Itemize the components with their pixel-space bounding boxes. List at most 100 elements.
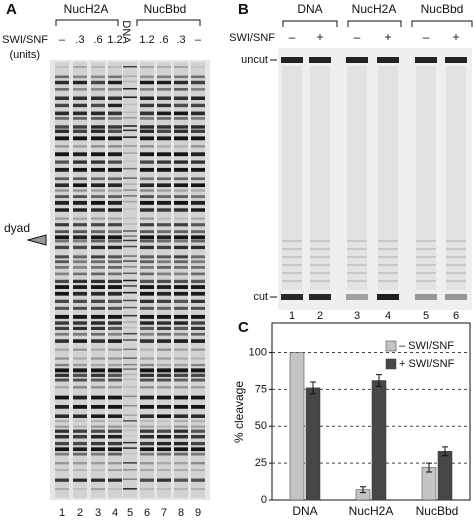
band — [174, 245, 188, 250]
lane-number: 1 — [289, 310, 295, 322]
band — [123, 266, 137, 268]
band — [174, 152, 188, 157]
band — [446, 280, 466, 282]
band — [123, 117, 137, 119]
band — [123, 291, 137, 294]
lane-amount: – — [59, 34, 66, 46]
band — [73, 404, 87, 409]
lane-number: 3 — [95, 507, 101, 519]
lane-amount: .6 — [93, 34, 102, 46]
band — [174, 272, 188, 276]
band — [157, 195, 171, 199]
band — [55, 160, 69, 164]
band — [123, 195, 137, 197]
band — [157, 326, 171, 331]
band — [174, 386, 188, 389]
band — [191, 66, 205, 69]
band — [191, 404, 205, 409]
band — [91, 245, 105, 250]
bar — [289, 352, 305, 501]
band — [73, 208, 87, 212]
band — [91, 326, 105, 331]
band — [174, 136, 188, 141]
band — [191, 217, 205, 220]
band — [73, 167, 87, 172]
y-tick-label: 0 — [261, 494, 267, 506]
band — [174, 208, 188, 212]
band — [91, 429, 105, 433]
band — [55, 145, 69, 148]
band — [123, 420, 137, 422]
band — [123, 339, 137, 341]
band — [174, 160, 188, 164]
band — [55, 152, 69, 157]
lane-smear — [347, 66, 367, 290]
lane-number: 5 — [423, 310, 429, 322]
band — [123, 425, 137, 428]
band — [191, 332, 205, 336]
band — [140, 136, 154, 141]
lane-smear — [282, 66, 302, 290]
y-tick-label: 100 — [249, 346, 267, 358]
band — [157, 285, 171, 289]
band — [174, 279, 188, 283]
group-label: DNA — [297, 2, 322, 16]
band — [55, 129, 69, 133]
band — [108, 103, 122, 108]
band — [55, 299, 69, 303]
band — [123, 129, 137, 132]
band — [123, 285, 137, 287]
band — [123, 87, 137, 90]
band — [91, 314, 105, 319]
band — [91, 136, 105, 141]
band — [55, 230, 69, 234]
band — [55, 395, 69, 400]
band — [140, 420, 154, 423]
band — [108, 339, 122, 343]
band — [73, 96, 87, 101]
band — [55, 66, 69, 69]
band — [55, 378, 69, 382]
band — [140, 235, 154, 240]
band — [174, 326, 188, 331]
band — [91, 386, 105, 389]
band — [140, 314, 154, 319]
band — [140, 285, 154, 289]
band — [174, 217, 188, 220]
band — [91, 96, 105, 101]
lane-number: 4 — [385, 310, 391, 322]
band — [378, 280, 398, 282]
band — [174, 111, 188, 116]
band — [174, 285, 188, 289]
band — [140, 129, 154, 133]
lane-number: 9 — [195, 507, 201, 519]
lane-smear — [446, 66, 466, 290]
band — [174, 452, 188, 456]
band — [55, 321, 69, 325]
band — [191, 87, 205, 91]
band — [73, 478, 87, 482]
band — [157, 266, 171, 269]
band — [191, 395, 205, 400]
band — [378, 248, 398, 250]
band — [174, 378, 188, 382]
band — [73, 272, 87, 276]
band — [140, 291, 154, 296]
band — [174, 96, 188, 101]
band — [55, 488, 69, 491]
band — [123, 260, 137, 262]
band — [191, 255, 205, 259]
band — [123, 321, 137, 323]
band — [140, 452, 154, 456]
band — [73, 160, 87, 164]
band — [191, 80, 205, 85]
band — [191, 223, 205, 227]
band — [174, 145, 188, 148]
band — [347, 248, 367, 250]
band — [91, 447, 105, 452]
band — [123, 66, 137, 68]
band — [91, 260, 105, 264]
error-bar — [376, 374, 382, 387]
band — [91, 478, 105, 482]
band — [91, 230, 105, 234]
